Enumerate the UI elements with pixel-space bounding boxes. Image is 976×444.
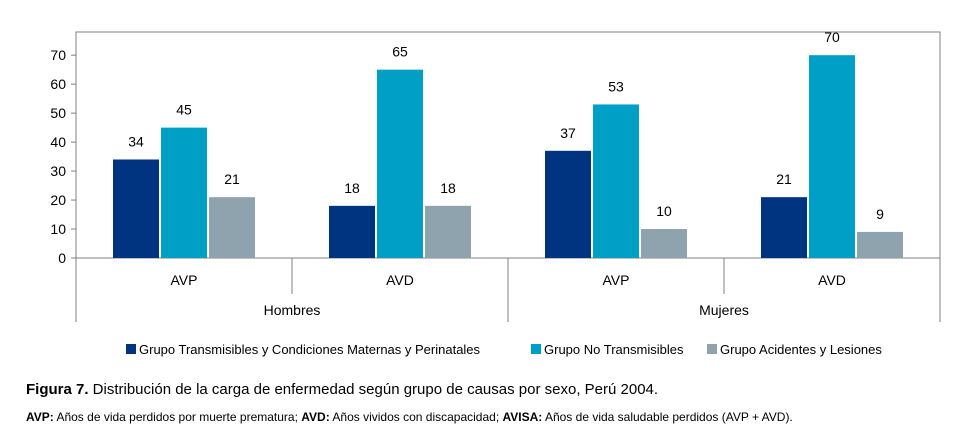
footnote-term-avisa: AVISA: [502, 410, 543, 424]
bar [377, 69, 423, 259]
legend-label: Grupo No Transmisibles [544, 342, 684, 357]
bar [761, 197, 807, 258]
bar [593, 104, 639, 258]
caption-text: Distribución de la carga de enfermedad s… [88, 381, 659, 398]
group-label: Mujeres [699, 302, 749, 318]
footnote-term-avd: AVD: [301, 410, 330, 424]
bar [425, 205, 471, 258]
data-label: 65 [392, 44, 408, 60]
figure-footnote: AVP: Años de vida perdidos por muerte pr… [26, 410, 793, 424]
footnote-def-avp: Años de vida perdidos por muerte prematu… [53, 410, 302, 424]
y-tick-label: 10 [50, 221, 66, 237]
data-label: 9 [876, 206, 884, 222]
legend-swatch [531, 344, 541, 354]
caption-label: Figura 7. [26, 381, 89, 398]
legend-swatch [126, 344, 136, 354]
y-tick-label: 70 [50, 47, 66, 63]
bar [113, 159, 159, 258]
legend-swatch [707, 344, 717, 354]
legend-label: Grupo Acidentes y Lesiones [720, 342, 882, 357]
bar [809, 55, 855, 258]
y-tick-label: 30 [50, 163, 66, 179]
y-tick-label: 20 [50, 192, 66, 208]
y-tick-label: 50 [50, 105, 66, 121]
data-label: 45 [176, 102, 192, 118]
bar [641, 229, 687, 258]
data-label: 21 [776, 171, 792, 187]
data-label: 37 [560, 125, 576, 141]
legend-label: Grupo Transmisibles y Condiciones Matern… [139, 342, 481, 357]
bar [161, 127, 207, 258]
bar [857, 231, 903, 258]
y-tick-label: 60 [50, 76, 66, 92]
group-label: Hombres [264, 302, 321, 318]
figure-caption: Figura 7. Distribución de la carga de en… [26, 381, 658, 398]
data-label: 34 [128, 133, 144, 149]
data-label: 10 [656, 203, 672, 219]
footnote-term-avp: AVP: [26, 410, 54, 424]
bar [545, 150, 591, 258]
bar [329, 205, 375, 258]
x-tick-label: AVP [603, 272, 630, 288]
data-label: 18 [440, 180, 456, 196]
data-label: 18 [344, 180, 360, 196]
y-tick-label: 40 [50, 134, 66, 150]
footnote-def-avisa: Años de vida saludable perdidos (AVP + A… [542, 410, 793, 424]
bar-chart: 0 10 20 30 40 50 60 70 34 45 21 AVP 18 65 18 AVD 37 53 10 A… [50, 29, 941, 357]
data-label: 21 [224, 171, 240, 187]
x-tick-label: AVD [386, 272, 414, 288]
y-tick-label: 0 [58, 250, 66, 266]
x-tick-label: AVP [171, 272, 198, 288]
footnote-def-avd: Años vividos con discapacidad; [329, 410, 503, 424]
bar [209, 197, 255, 258]
x-tick-label: AVD [818, 272, 846, 288]
data-label: 70 [824, 29, 840, 45]
data-label: 53 [608, 78, 624, 94]
